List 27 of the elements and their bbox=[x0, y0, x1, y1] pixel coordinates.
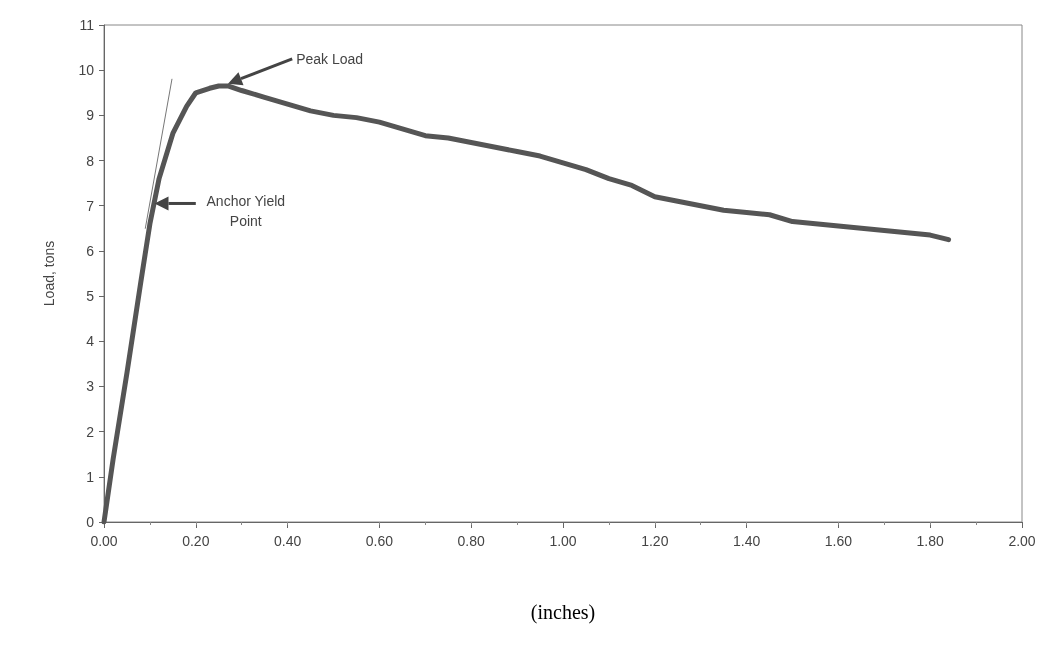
y-tick-label: 10 bbox=[78, 62, 95, 79]
x-tick-label: 2.00 bbox=[1008, 533, 1036, 549]
y-axis-title: Load, tons bbox=[41, 240, 57, 307]
annotation: Anchor Yield Point bbox=[206, 193, 286, 230]
x-tick-label: 1.40 bbox=[732, 533, 761, 549]
y-tick-label: 2 bbox=[86, 423, 95, 440]
y-tick-label: 6 bbox=[86, 242, 95, 259]
y-tick-label: 8 bbox=[86, 152, 95, 169]
x-tick-label: 0.40 bbox=[273, 533, 302, 549]
y-tick-label: 4 bbox=[86, 333, 95, 350]
x-tick-label: 1.00 bbox=[549, 533, 577, 549]
y-tick-label: 7 bbox=[86, 197, 95, 214]
x-tick-label: 0.00 bbox=[90, 533, 118, 549]
y-tick-label: 0 bbox=[86, 514, 95, 530]
x-axis-title: (inches) bbox=[530, 601, 596, 624]
y-tick-label: 3 bbox=[86, 378, 95, 395]
y-tick-label: 9 bbox=[86, 107, 95, 124]
y-tick-label: 5 bbox=[86, 288, 95, 305]
x-tick-label: 1.20 bbox=[641, 533, 669, 549]
annotation: Peak Load bbox=[296, 50, 364, 67]
x-tick-label: 1.80 bbox=[916, 533, 945, 549]
y-tick-label: 1 bbox=[86, 468, 95, 485]
x-tick-label: 1.60 bbox=[824, 533, 853, 549]
y-tick-label: 11 bbox=[79, 17, 95, 33]
x-tick-label: 0.80 bbox=[457, 533, 486, 549]
x-tick-label: 0.20 bbox=[182, 533, 210, 549]
x-tick-label: 0.60 bbox=[365, 533, 394, 549]
